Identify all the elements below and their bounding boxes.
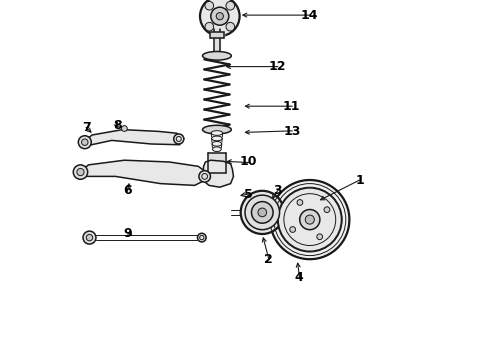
- Circle shape: [241, 191, 284, 234]
- Text: 4: 4: [294, 271, 303, 284]
- Text: 8: 8: [113, 119, 122, 132]
- Circle shape: [317, 234, 322, 240]
- Circle shape: [278, 188, 342, 251]
- Circle shape: [270, 180, 349, 259]
- Circle shape: [205, 22, 214, 31]
- Circle shape: [122, 126, 127, 131]
- Text: 10: 10: [240, 156, 257, 168]
- Ellipse shape: [212, 136, 222, 141]
- Bar: [210, 32, 224, 38]
- Ellipse shape: [202, 125, 231, 134]
- Text: 7: 7: [82, 121, 91, 134]
- Text: 5: 5: [244, 188, 253, 201]
- Text: 1: 1: [356, 174, 365, 186]
- Circle shape: [226, 1, 235, 10]
- Polygon shape: [202, 160, 233, 187]
- Polygon shape: [79, 160, 207, 185]
- Polygon shape: [208, 153, 225, 173]
- Circle shape: [297, 199, 303, 205]
- Ellipse shape: [202, 51, 231, 60]
- Circle shape: [205, 1, 214, 10]
- Circle shape: [197, 233, 206, 242]
- Text: 2: 2: [264, 253, 273, 266]
- Polygon shape: [214, 29, 220, 56]
- Circle shape: [174, 134, 184, 144]
- Ellipse shape: [213, 147, 221, 152]
- Circle shape: [216, 13, 223, 20]
- Text: 11: 11: [283, 100, 300, 113]
- Circle shape: [258, 208, 267, 217]
- Text: 3: 3: [273, 184, 282, 197]
- Circle shape: [305, 215, 315, 224]
- Circle shape: [211, 7, 229, 25]
- Circle shape: [199, 171, 210, 182]
- Text: 12: 12: [269, 60, 286, 73]
- Circle shape: [300, 210, 320, 230]
- Circle shape: [77, 168, 84, 176]
- Circle shape: [245, 195, 280, 230]
- Circle shape: [74, 165, 88, 179]
- Text: 9: 9: [123, 227, 132, 240]
- Circle shape: [290, 227, 295, 233]
- Circle shape: [86, 234, 93, 241]
- Circle shape: [200, 0, 240, 36]
- Polygon shape: [82, 130, 184, 146]
- Text: 6: 6: [123, 184, 132, 197]
- Ellipse shape: [212, 141, 222, 146]
- Circle shape: [83, 231, 96, 244]
- Polygon shape: [210, 32, 224, 38]
- Circle shape: [78, 136, 91, 149]
- Ellipse shape: [211, 131, 222, 135]
- Text: 14: 14: [301, 9, 318, 22]
- Circle shape: [324, 207, 330, 212]
- Text: 13: 13: [283, 125, 300, 138]
- Circle shape: [251, 202, 273, 223]
- Circle shape: [226, 22, 235, 31]
- Circle shape: [81, 139, 88, 145]
